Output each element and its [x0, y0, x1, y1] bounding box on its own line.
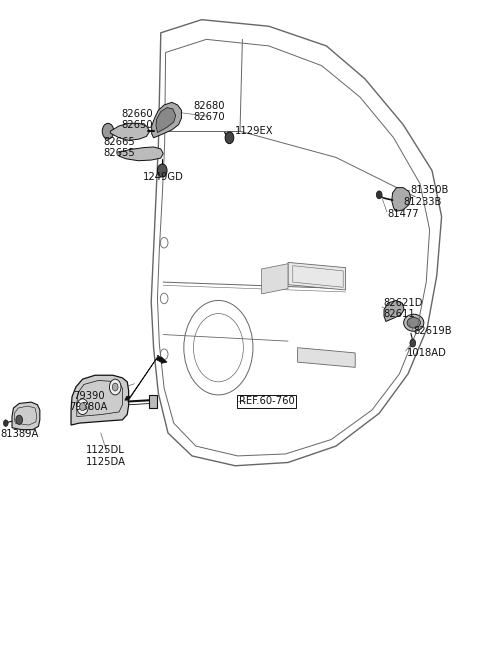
Circle shape	[80, 403, 85, 411]
Polygon shape	[110, 123, 150, 140]
Text: 1018AD: 1018AD	[407, 348, 447, 358]
Ellipse shape	[404, 314, 424, 331]
Polygon shape	[12, 402, 40, 430]
Polygon shape	[149, 395, 157, 408]
Text: 1129EX: 1129EX	[235, 126, 274, 136]
Text: 82665
82655: 82665 82655	[103, 137, 135, 158]
Text: 81389A: 81389A	[0, 429, 38, 440]
Polygon shape	[156, 108, 176, 133]
Circle shape	[3, 420, 8, 426]
Circle shape	[376, 191, 382, 199]
Polygon shape	[384, 300, 404, 321]
Polygon shape	[152, 102, 181, 138]
Circle shape	[16, 415, 23, 424]
Circle shape	[157, 164, 167, 177]
Polygon shape	[71, 375, 129, 425]
Circle shape	[109, 379, 121, 395]
Circle shape	[112, 383, 118, 391]
Polygon shape	[161, 357, 167, 363]
Polygon shape	[298, 348, 355, 367]
Text: 82621D
82611: 82621D 82611	[383, 298, 422, 319]
Text: 81477: 81477	[388, 209, 420, 219]
Circle shape	[77, 399, 88, 415]
Polygon shape	[119, 147, 163, 161]
Polygon shape	[262, 264, 288, 294]
Text: 1125DL
1125DA: 1125DL 1125DA	[85, 445, 126, 466]
Text: 82619B: 82619B	[414, 326, 452, 337]
Circle shape	[225, 132, 234, 144]
Polygon shape	[392, 188, 411, 211]
Text: 79390
79380A: 79390 79380A	[70, 391, 108, 412]
Circle shape	[410, 339, 416, 347]
Text: REF.60-760: REF.60-760	[239, 396, 294, 407]
Ellipse shape	[407, 318, 420, 328]
Text: 81350B: 81350B	[410, 185, 449, 195]
Circle shape	[160, 293, 168, 304]
Polygon shape	[125, 356, 162, 400]
Polygon shape	[288, 262, 346, 290]
Circle shape	[102, 123, 114, 139]
Circle shape	[160, 237, 168, 248]
Text: 82680
82670: 82680 82670	[193, 101, 225, 122]
Text: 82660
82650: 82660 82650	[121, 109, 153, 130]
Text: 81233B: 81233B	[403, 197, 442, 207]
Circle shape	[160, 349, 168, 359]
Text: 1249GD: 1249GD	[143, 172, 184, 182]
